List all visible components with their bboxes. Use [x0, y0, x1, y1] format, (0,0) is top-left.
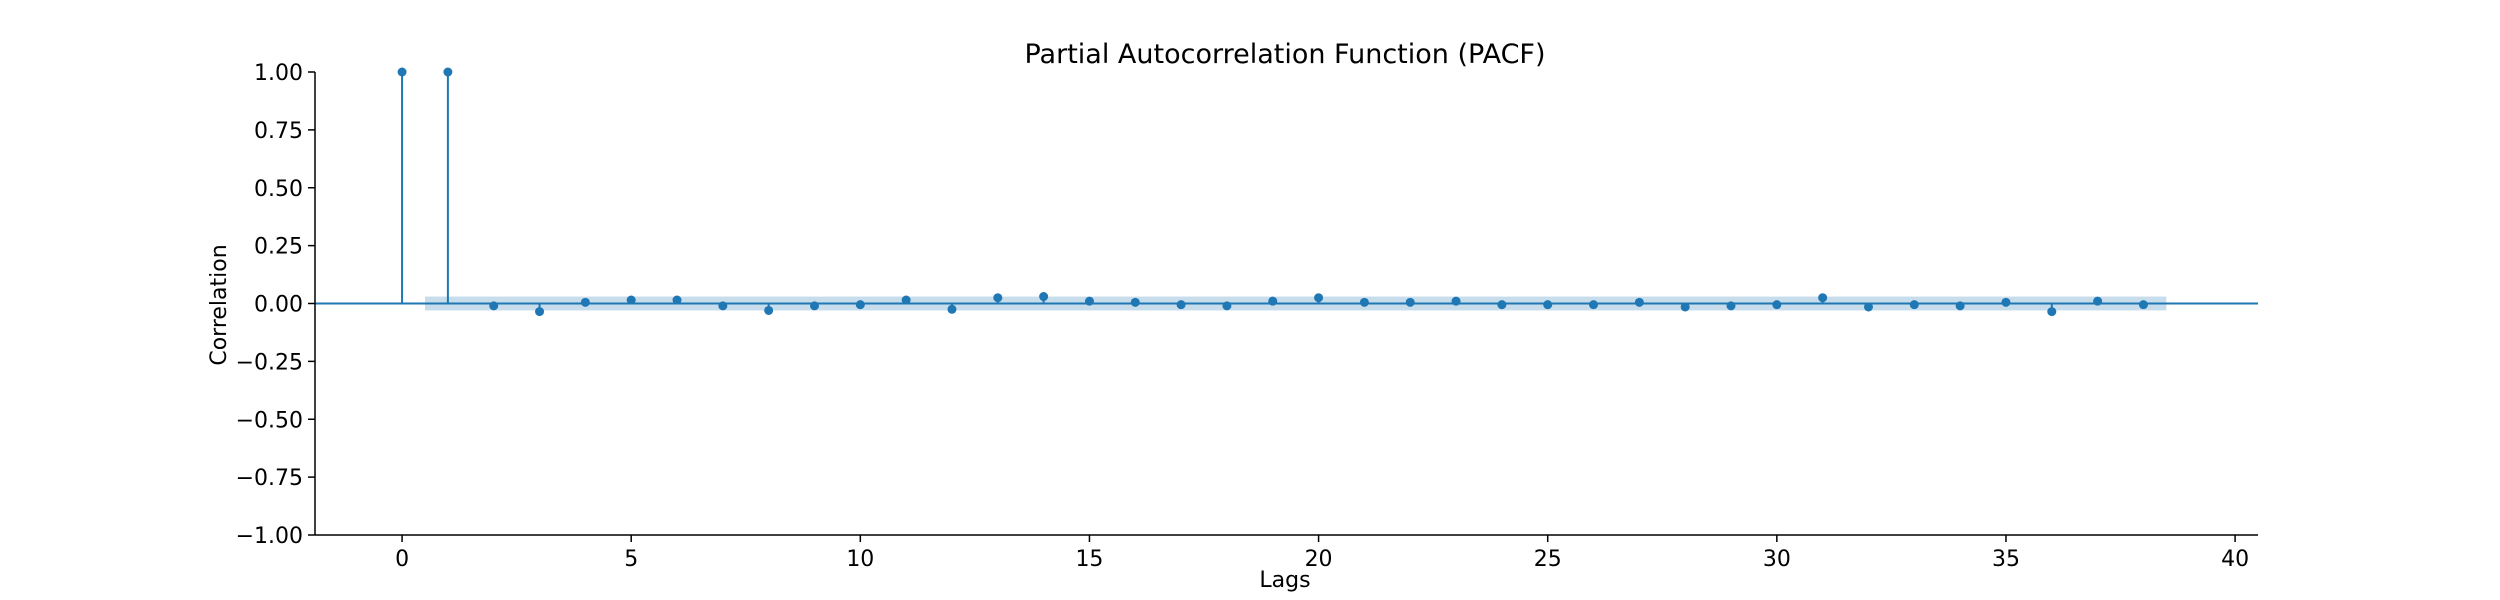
stem-marker-lag-20 [1314, 293, 1324, 303]
x-tick-label: 20 [1305, 547, 1333, 572]
y-tick-label: −0.25 [236, 350, 303, 375]
x-axis-title: Lags [1259, 568, 1310, 593]
stem-marker-lag-14 [1039, 292, 1049, 302]
stem-marker-lag-11 [901, 295, 911, 305]
stem-marker-lag-1 [443, 67, 453, 77]
stem-marker-lag-35 [2001, 297, 2011, 307]
stem-marker-lag-5 [626, 295, 636, 305]
stem-marker-lag-32 [1863, 302, 1873, 312]
x-tick-label: 0 [395, 547, 409, 572]
stem-marker-lag-22 [1405, 297, 1415, 307]
stem-marker-lag-18 [1222, 301, 1232, 311]
y-tick-label: −0.50 [236, 408, 303, 433]
x-tick-label: 40 [2221, 547, 2249, 572]
stem-marker-lag-28 [1680, 302, 1690, 312]
stem-marker-lag-16 [1130, 297, 1140, 307]
stem-marker-lag-36 [2047, 307, 2057, 317]
stem-marker-lag-24 [1497, 300, 1507, 310]
stem-marker-lag-27 [1634, 297, 1644, 307]
stem-marker-lag-30 [1772, 300, 1782, 310]
stem-marker-lag-3 [535, 307, 545, 317]
stem-layer [315, 67, 2258, 317]
x-tick-label: 5 [624, 547, 638, 572]
x-tick-label: 15 [1075, 547, 1103, 572]
stem-marker-lag-25 [1543, 300, 1553, 310]
stem-marker-lag-15 [1084, 296, 1094, 306]
stem-marker-lag-4 [580, 297, 590, 307]
stem-marker-lag-10 [855, 300, 865, 310]
y-tick-label: 0.50 [254, 177, 303, 202]
stem-marker-lag-17 [1176, 300, 1186, 310]
y-tick-label: −0.75 [236, 466, 303, 491]
x-tick-label: 35 [1992, 547, 2020, 572]
stem-marker-lag-33 [1909, 300, 1919, 310]
stem-marker-lag-26 [1589, 300, 1599, 310]
stem-marker-lag-37 [2093, 296, 2103, 306]
stem-marker-lag-19 [1268, 296, 1278, 306]
stem-marker-lag-12 [947, 304, 957, 314]
y-tick-label: 1.00 [254, 61, 303, 86]
stem-marker-lag-0 [397, 67, 407, 77]
y-tick-label: 0.25 [254, 235, 303, 260]
y-tick-label: 0.75 [254, 119, 303, 144]
y-axis-title: Correlation [207, 244, 232, 365]
tick-layer: 0 5 10 15 20 25 30 35 40 1.00 0.75 0.50 0.25 0.00 −0.2… [236, 61, 2250, 572]
x-tick-label: 30 [1763, 547, 1791, 572]
y-tick-label: −1.00 [236, 524, 303, 549]
x-tick-label: 10 [846, 547, 874, 572]
stem-marker-lag-34 [1955, 301, 1965, 311]
stem-marker-lag-2 [489, 301, 499, 311]
stem-marker-lag-31 [1818, 293, 1828, 303]
stem-marker-lag-13 [993, 293, 1003, 303]
stem-marker-lag-23 [1451, 296, 1461, 306]
stem-marker-lag-6 [672, 295, 682, 305]
chart-title: Partial Autocorrelation Function (PACF) [1024, 39, 1545, 70]
stem-marker-lag-29 [1726, 301, 1736, 311]
stem-marker-lag-38 [2138, 300, 2148, 310]
x-tick-label: 25 [1534, 547, 1562, 572]
stem-marker-lag-21 [1359, 297, 1369, 307]
stem-marker-lag-7 [718, 301, 728, 311]
stem-marker-lag-8 [764, 305, 774, 315]
stem-marker-lag-9 [809, 301, 819, 311]
y-tick-label: 0.00 [254, 293, 303, 318]
